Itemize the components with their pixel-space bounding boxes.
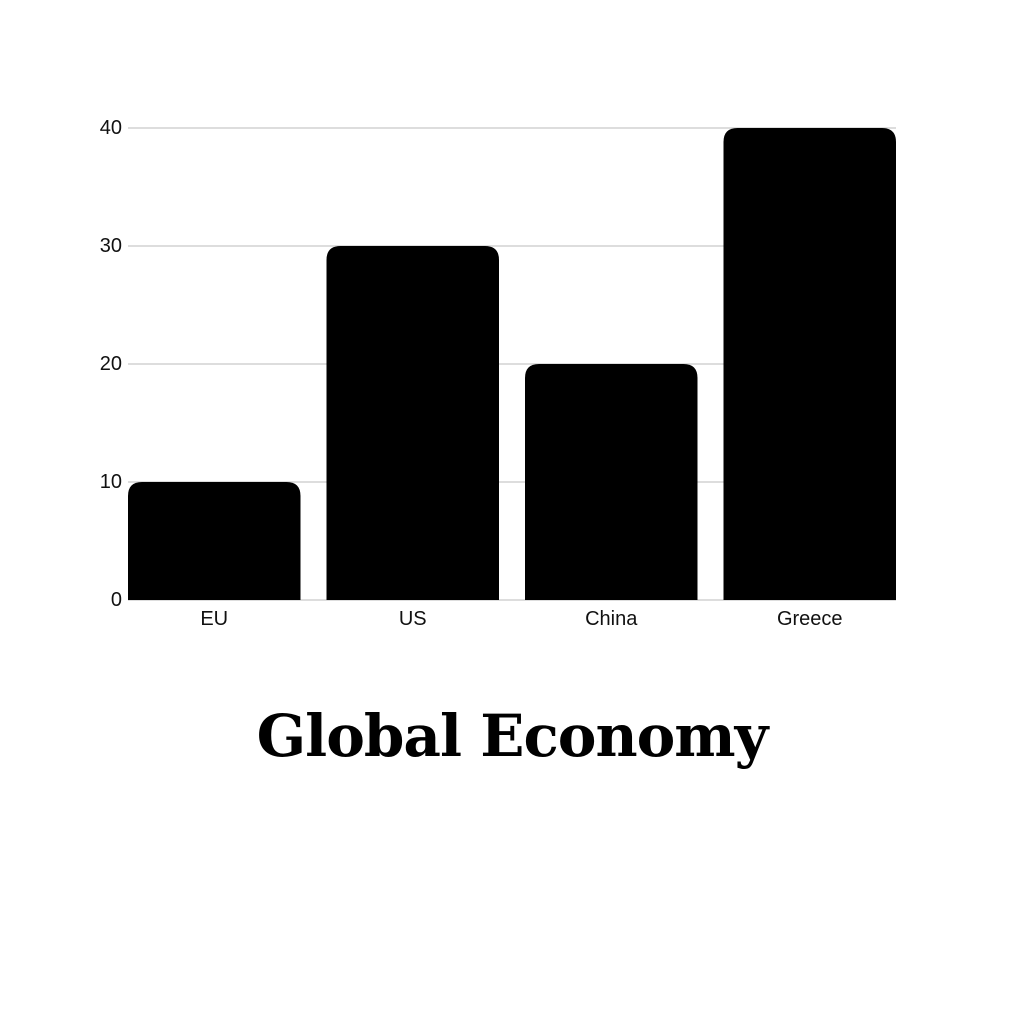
x-tick-label: China — [585, 608, 638, 630]
x-tick-label: Greece — [777, 608, 843, 630]
bar-greece — [723, 128, 896, 600]
x-tick-label: US — [399, 608, 427, 630]
y-tick-label: 20 — [100, 353, 122, 375]
y-tick-label: 30 — [100, 235, 122, 257]
y-tick-label: 0 — [111, 589, 122, 611]
y-axis-ticks: 0 10 20 30 40 — [100, 117, 122, 611]
y-tick-label: 10 — [100, 471, 122, 493]
chart-title: Global Economy — [256, 702, 769, 770]
bar-us — [326, 246, 499, 600]
bars — [128, 128, 896, 600]
x-tick-label: EU — [200, 608, 228, 630]
x-axis-ticks: EU US China Greece — [200, 608, 842, 630]
bar-china — [525, 364, 698, 600]
y-tick-label: 40 — [100, 117, 122, 139]
bar-chart: 0 10 20 30 40 EU US China Greece — [100, 117, 896, 630]
bar-eu — [128, 482, 301, 600]
